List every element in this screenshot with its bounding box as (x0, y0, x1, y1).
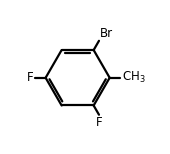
Text: F: F (96, 116, 102, 129)
Text: F: F (27, 71, 34, 84)
Text: CH$_3$: CH$_3$ (122, 70, 145, 85)
Text: Br: Br (100, 27, 113, 40)
